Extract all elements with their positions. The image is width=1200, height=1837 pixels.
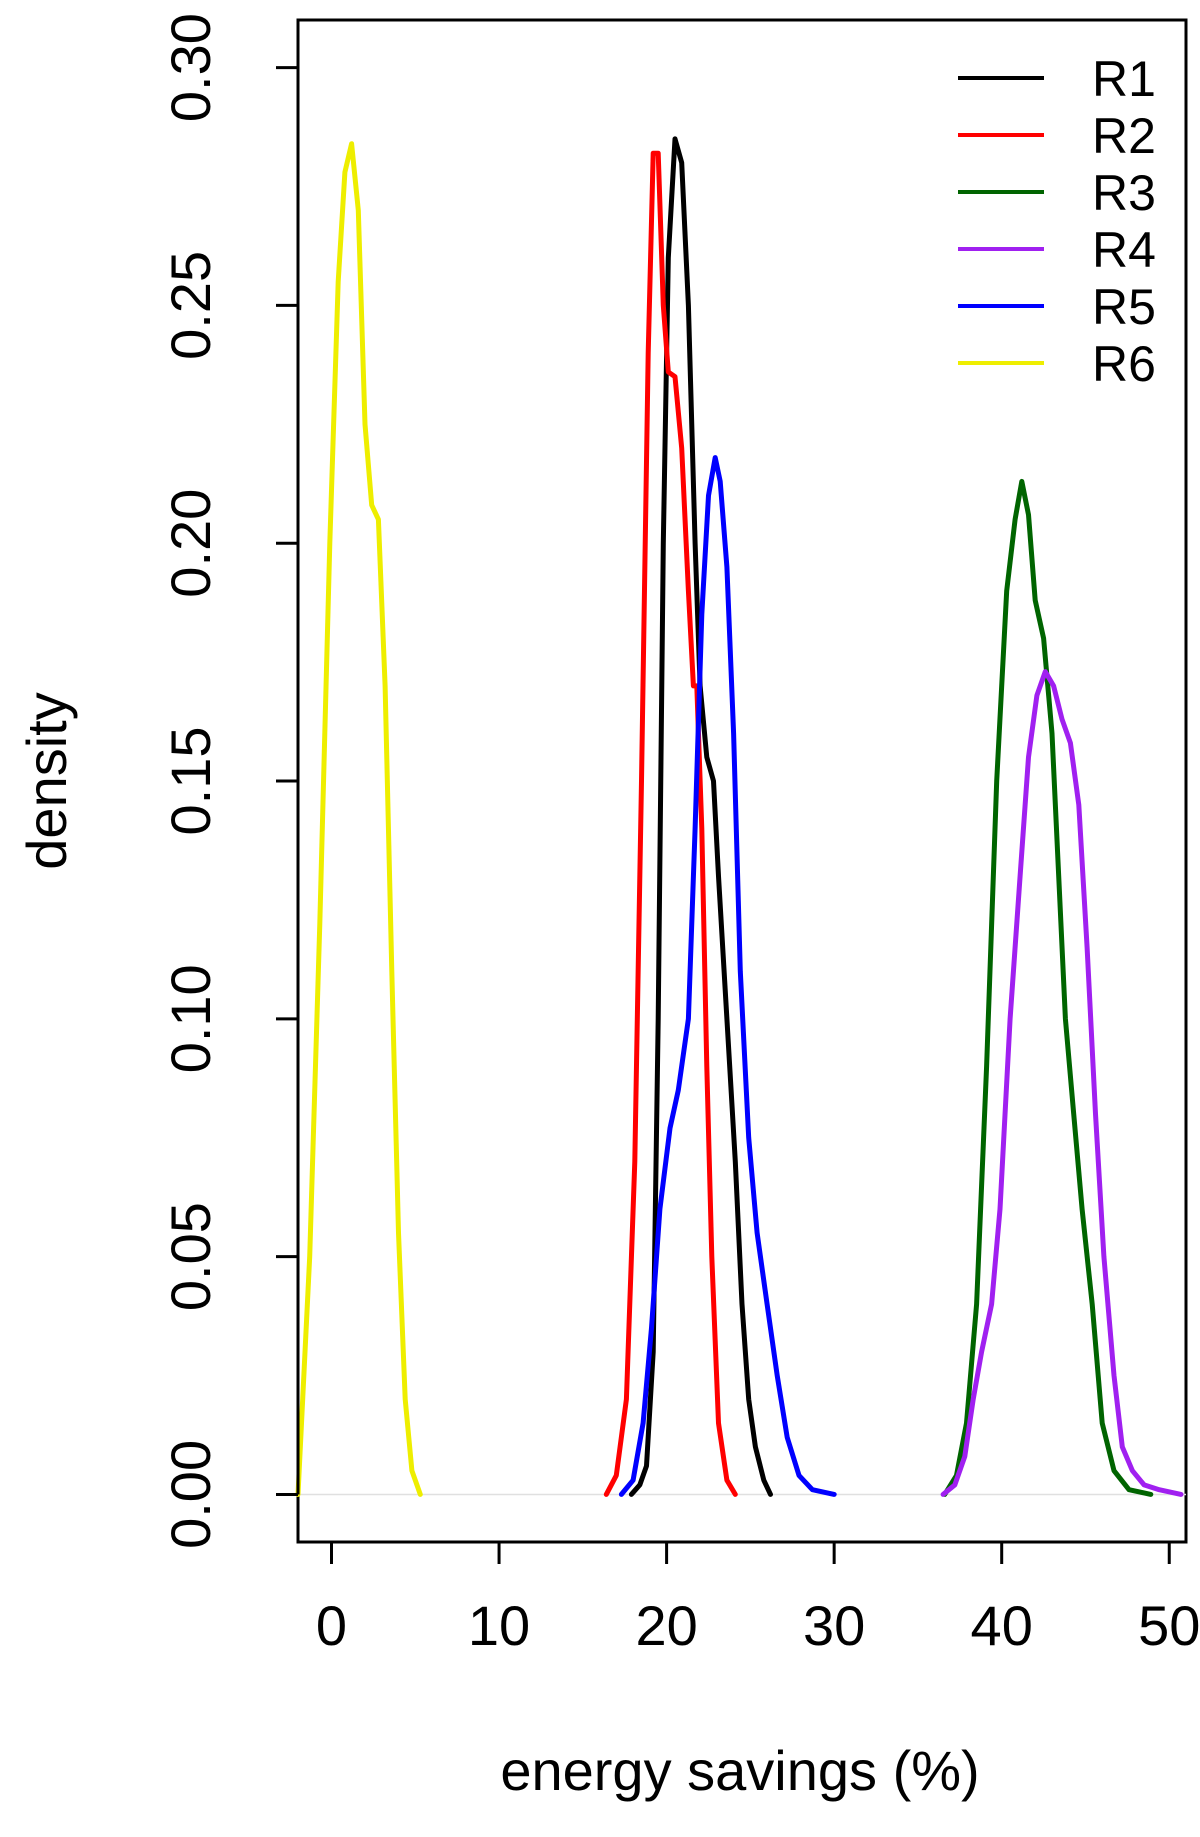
series-line-r6 bbox=[295, 141, 423, 1497]
y-axis: 0.00 0.05 0.10 0.15 0.20 0.25 0.30 bbox=[159, 13, 300, 1549]
y-tick-label: 0.05 bbox=[159, 1202, 222, 1311]
series-line-r5 bbox=[618, 455, 837, 1497]
x-tick-label: 0 bbox=[316, 1594, 347, 1657]
legend-label-r6: R6 bbox=[1092, 336, 1156, 392]
x-tick-label: 20 bbox=[635, 1594, 697, 1657]
series-line-r3 bbox=[942, 478, 1154, 1497]
x-axis: 0 10 20 30 40 50 bbox=[316, 1540, 1200, 1657]
y-tick-label: 0.00 bbox=[159, 1440, 222, 1549]
legend-label-r2: R2 bbox=[1092, 108, 1156, 164]
legend-label-r4: R4 bbox=[1092, 222, 1156, 278]
x-tick-label: 50 bbox=[1138, 1594, 1200, 1657]
y-axis-title: density bbox=[15, 692, 78, 869]
series-line-r1 bbox=[628, 136, 773, 1497]
x-tick-label: 10 bbox=[468, 1594, 530, 1657]
y-tick-label: 0.10 bbox=[159, 964, 222, 1073]
x-tick-label: 30 bbox=[803, 1594, 865, 1657]
x-tick-label: 40 bbox=[971, 1594, 1033, 1657]
legend-label-r3: R3 bbox=[1092, 165, 1156, 221]
y-tick-label: 0.20 bbox=[159, 489, 222, 598]
legend-label-r1: R1 bbox=[1092, 51, 1156, 107]
density-curves bbox=[295, 136, 1184, 1497]
x-axis-title: energy savings (%) bbox=[500, 1739, 979, 1802]
y-tick-label: 0.25 bbox=[159, 251, 222, 360]
legend-label-r5: R5 bbox=[1092, 279, 1156, 335]
y-tick-label: 0.30 bbox=[159, 13, 222, 122]
series-line-r4 bbox=[940, 669, 1184, 1497]
y-tick-label: 0.15 bbox=[159, 727, 222, 836]
series-line-r2 bbox=[603, 150, 738, 1497]
